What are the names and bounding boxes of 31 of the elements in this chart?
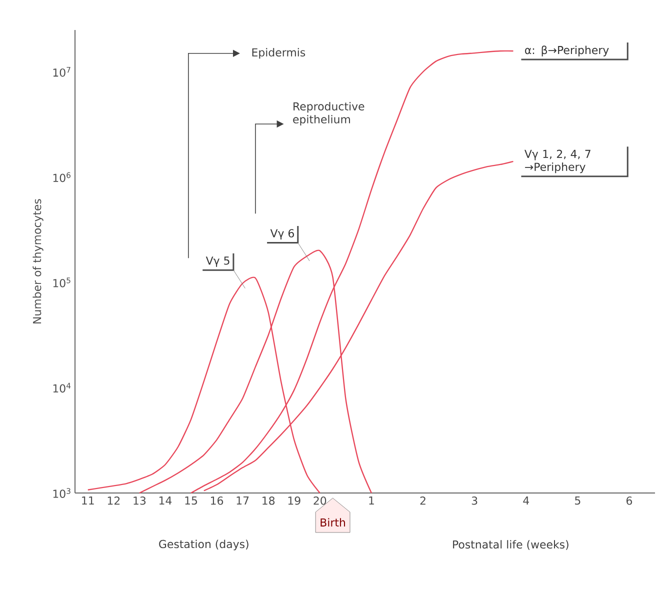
x-tick-label: 11: [82, 496, 94, 505]
x-tick-label: 17: [236, 496, 249, 505]
x-tick-label: 14: [159, 496, 172, 505]
y-tick-label: 10$^{6}$: [53, 172, 70, 182]
y-tick-label: 10$^{3}$: [53, 488, 70, 498]
y-axis-title: Number of thymocytes: [32, 199, 44, 324]
x-tick-label: 13: [134, 496, 146, 505]
x-tick-label: 3: [472, 496, 478, 505]
x-tick-label: 2: [420, 496, 426, 505]
x-tick-label: 5: [575, 496, 580, 505]
text: Birth: [320, 518, 346, 526]
text: Gestation (days): [159, 540, 248, 550]
series-label: Vγ 6: [270, 229, 294, 240]
x-tick-label: 1: [369, 496, 374, 505]
y-tick-label: 10$^{7}$: [53, 67, 70, 77]
text: Postnatal life (weeks): [453, 540, 568, 550]
series-label: α: β→Periphery: [525, 46, 609, 56]
annotation: Reproductive epithelium: [293, 102, 364, 126]
x-tick-label: 15: [185, 496, 198, 505]
series-label: Vγ 5: [206, 256, 230, 267]
x-tick-label: 16: [211, 496, 224, 505]
x-tick-label: 12: [108, 496, 120, 505]
y-tick-label: 10$^{4}$: [53, 382, 71, 393]
series-label: Vγ 1, 2, 4, 7 →Periphery: [524, 150, 590, 174]
x-tick-label: 4: [523, 496, 529, 505]
x-tick-label: 20: [314, 496, 326, 505]
x-tick-label: 19: [288, 496, 300, 505]
annotation: Epidermis: [252, 48, 306, 59]
x-tick-label: 6: [626, 496, 632, 505]
x-tick-label: 18: [262, 496, 275, 505]
y-tick-label: 10$^{5}$: [53, 278, 70, 288]
